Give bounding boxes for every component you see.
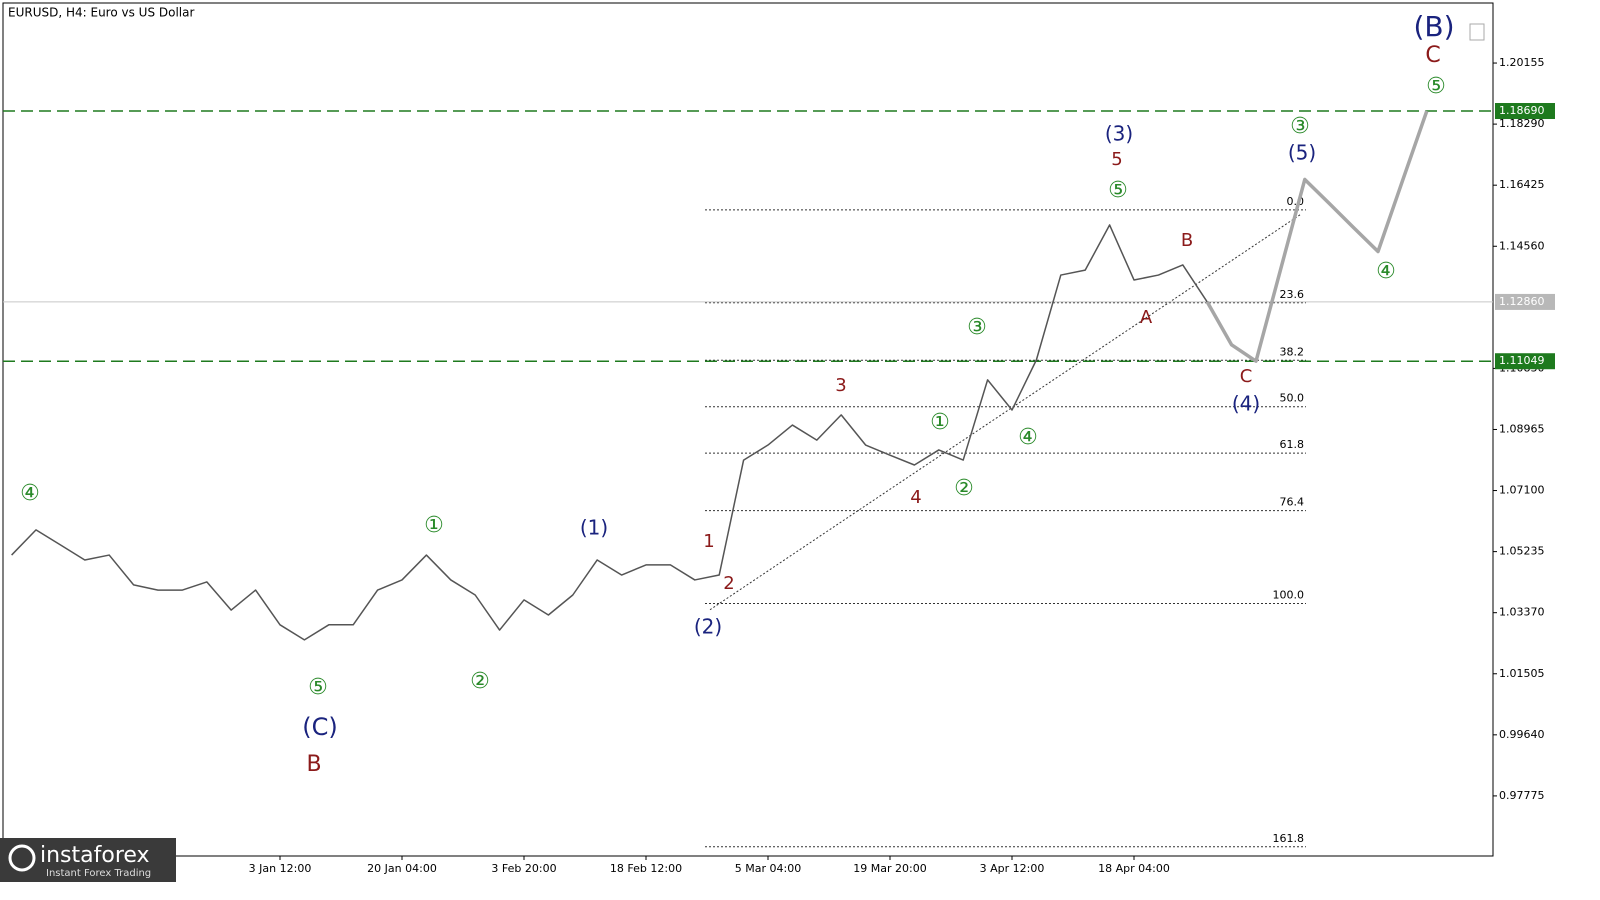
wave-label: B [1181, 230, 1193, 251]
wave-label: 2 [723, 573, 734, 594]
y-tick-label: 0.97775 [1499, 789, 1545, 802]
wave-label: 4 [910, 487, 921, 508]
fib-label: 23.6 [1280, 288, 1305, 301]
y-tick-label: 1.07100 [1499, 484, 1545, 497]
wave-label: 3 [835, 375, 846, 396]
y-tick-label: 1.16425 [1499, 178, 1545, 191]
fib-label: 38.2 [1280, 345, 1305, 358]
y-tick-label: 1.20155 [1499, 56, 1545, 69]
price-label: 1.18690 [1499, 104, 1545, 117]
wave-label: (3) [1105, 122, 1133, 146]
panel-icon [1469, 23, 1485, 41]
wave-label: ④ [1376, 259, 1396, 284]
wave-label: 5 [1111, 149, 1122, 170]
wave-label: (5) [1288, 141, 1316, 165]
x-tick-label: 5 Mar 04:00 [735, 862, 801, 875]
wave-label: ② [954, 476, 974, 501]
wave-label: ⑤ [308, 675, 328, 700]
y-tick-label: 0.99640 [1499, 728, 1545, 741]
y-tick-label: 1.05235 [1499, 545, 1545, 558]
x-tick-label: 19 Mar 20:00 [853, 862, 926, 875]
logo-tagline: Instant Forex Trading [46, 868, 151, 879]
wave-label: (2) [694, 615, 722, 639]
x-tick-label: 18 Apr 04:00 [1098, 862, 1170, 875]
y-tick-label: 1.14560 [1499, 239, 1545, 252]
x-tick-label: 20 Jan 04:00 [367, 862, 437, 875]
forecast-line [1205, 110, 1429, 363]
wave-label: 1 [703, 531, 714, 552]
price-line-series [11, 224, 1208, 641]
y-tick-label: 1.01505 [1499, 667, 1545, 680]
trendline [709, 214, 1301, 611]
price-label: 1.11049 [1499, 354, 1545, 367]
chart-title: EURUSD, H4: Euro vs US Dollar [8, 6, 194, 20]
price-label: 1.12860 [1499, 295, 1545, 308]
wave-label: C [1425, 43, 1440, 68]
wave-label: (4) [1232, 392, 1260, 416]
fib-label: 50.0 [1280, 392, 1305, 405]
wave-label: ② [470, 669, 490, 694]
wave-label: A [1140, 307, 1153, 328]
plot-frame [2, 2, 1494, 857]
wave-label: ① [424, 513, 444, 538]
wave-label: ① [930, 410, 950, 435]
fib-label: 76.4 [1280, 496, 1305, 509]
price-label-box [1495, 353, 1555, 370]
wave-label: C [1240, 366, 1253, 387]
wave-label: B [306, 752, 321, 777]
fib-label: 100.0 [1273, 589, 1305, 602]
logo-name: instaforex [40, 843, 150, 868]
logo-icon [8, 844, 36, 872]
wave-label: (B) [1413, 10, 1454, 43]
y-tick-label: 1.03370 [1499, 606, 1545, 619]
fib-label: 161.8 [1273, 832, 1305, 845]
wave-label: ⑤ [1426, 74, 1446, 99]
x-tick-label: 3 Apr 12:00 [980, 862, 1045, 875]
fib-label: 61.8 [1280, 438, 1305, 451]
wave-label: ④ [20, 481, 40, 506]
y-tick-label: 1.08965 [1499, 422, 1545, 435]
logo: instaforex Instant Forex Trading [0, 838, 176, 882]
x-tick-label: 3 Jan 12:00 [249, 862, 312, 875]
wave-label: ③ [967, 315, 987, 340]
x-tick-label: 18 Feb 12:00 [610, 862, 682, 875]
x-tick-label: 3 Feb 20:00 [491, 862, 556, 875]
price-label-box [1495, 103, 1555, 120]
wave-label: ④ [1018, 425, 1038, 450]
wave-label: (C) [302, 713, 337, 741]
wave-label: ③ [1290, 114, 1310, 139]
wave-label: ⑤ [1108, 178, 1128, 203]
price-label-box [1495, 293, 1555, 310]
y-tick-label: 1.18290 [1499, 117, 1545, 130]
logo-box [0, 838, 176, 882]
wave-label: (1) [580, 516, 608, 540]
